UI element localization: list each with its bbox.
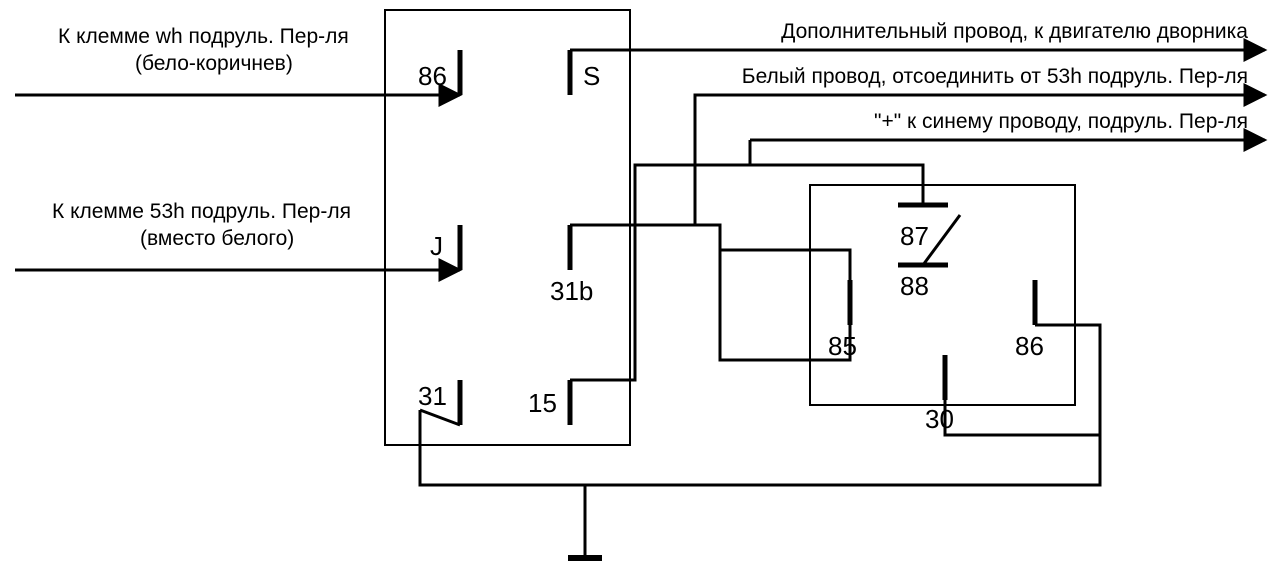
- label-right-2: Белый провод, отсоединить от 53h подруль…: [742, 65, 1248, 89]
- pin-label-S: S: [583, 61, 600, 91]
- label-right-3: "+" к синему проводу, подруль. Пер-ля: [874, 110, 1248, 134]
- pin-label-86r: 86: [1015, 331, 1044, 361]
- label-right-1: Дополнительный провод, к двигателю дворн…: [781, 20, 1248, 44]
- pin-label-30: 30: [925, 404, 954, 434]
- pin-31-switch: [420, 410, 460, 425]
- label-left-2a: К клемме 53h подруль. Пер-ля: [52, 200, 351, 224]
- wire-15-87: [570, 165, 923, 380]
- wire-85: [720, 225, 850, 280]
- label-left-1a: К клемме wh подруль. Пер-ля: [58, 25, 349, 49]
- pin-label-88: 88: [900, 271, 929, 301]
- pin-label-31: 31: [418, 381, 447, 411]
- pin-label-31b: 31b: [550, 276, 593, 306]
- label-left-2b: (вместо белого): [140, 227, 294, 251]
- wire-31-ground: [420, 410, 585, 560]
- pin-label-87: 87: [900, 221, 929, 251]
- pin-label-J: J: [430, 231, 443, 261]
- wire-85-31b: [695, 225, 850, 360]
- pin-label-86: 86: [418, 61, 447, 91]
- label-left-1b: (бело-коричнев): [135, 52, 293, 76]
- pin-label-85: 85: [828, 331, 857, 361]
- pin-label-15: 15: [528, 388, 557, 418]
